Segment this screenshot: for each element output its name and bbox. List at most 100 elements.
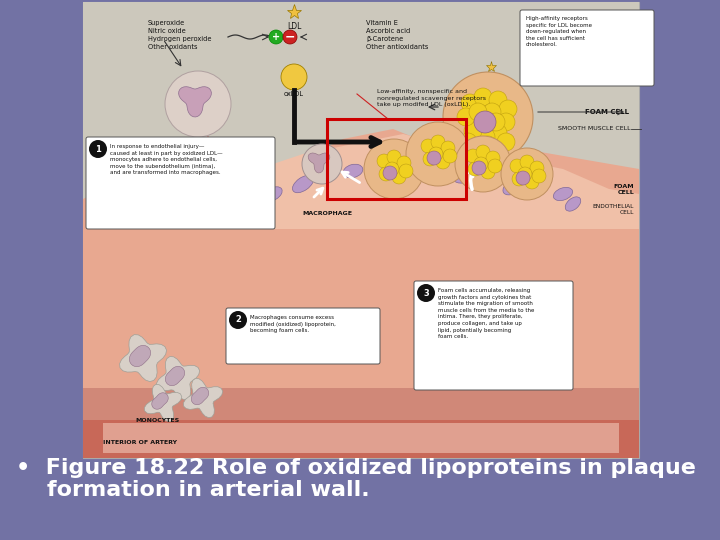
Text: oxLDL: oxLDL <box>284 91 304 97</box>
Circle shape <box>472 161 486 175</box>
Circle shape <box>487 113 505 131</box>
Text: Vitamin E
Ascorbic acid
β-Carotene
Other antioxidants: Vitamin E Ascorbic acid β-Carotene Other… <box>366 20 428 50</box>
Circle shape <box>466 149 480 163</box>
Circle shape <box>483 103 501 121</box>
Circle shape <box>488 159 502 173</box>
Circle shape <box>461 94 479 112</box>
Circle shape <box>532 169 546 183</box>
Circle shape <box>476 145 490 159</box>
Polygon shape <box>145 384 181 422</box>
Polygon shape <box>156 356 199 400</box>
Circle shape <box>474 157 488 171</box>
Text: Macrophages consume excess
modified (oxidized) lipoprotein,
becoming foam cells.: Macrophages consume excess modified (oxi… <box>250 315 336 333</box>
Polygon shape <box>179 87 212 117</box>
Circle shape <box>497 133 515 151</box>
Circle shape <box>516 171 530 185</box>
FancyBboxPatch shape <box>520 10 654 86</box>
Text: +: + <box>272 32 280 42</box>
Circle shape <box>387 150 401 164</box>
Circle shape <box>474 111 496 133</box>
Text: Foam cells accumulate, releasing
growth factors and cytokines that
stimulate the: Foam cells accumulate, releasing growth … <box>438 288 534 339</box>
Ellipse shape <box>453 171 473 183</box>
Text: •  Figure 18.22 Role of oxidized lipoproteins in plaque: • Figure 18.22 Role of oxidized lipoprot… <box>16 458 696 478</box>
Circle shape <box>423 152 437 166</box>
Text: INTERIOR OF ARTERY: INTERIOR OF ARTERY <box>103 440 177 445</box>
Text: Superoxide
Nitric oxide
Hydrogen peroxide
Other oxidants: Superoxide Nitric oxide Hydrogen peroxid… <box>148 20 212 50</box>
Circle shape <box>489 124 507 142</box>
Bar <box>83 2 639 458</box>
Circle shape <box>479 136 497 154</box>
Circle shape <box>443 72 533 162</box>
Ellipse shape <box>503 179 523 195</box>
Circle shape <box>392 170 406 184</box>
Circle shape <box>489 91 507 109</box>
Text: 3: 3 <box>423 288 429 298</box>
Polygon shape <box>143 134 639 229</box>
Circle shape <box>377 154 391 168</box>
Circle shape <box>429 147 443 161</box>
Ellipse shape <box>343 164 363 178</box>
Circle shape <box>397 156 411 170</box>
Circle shape <box>486 151 500 165</box>
Circle shape <box>436 155 450 169</box>
Circle shape <box>281 64 307 90</box>
Circle shape <box>269 30 283 44</box>
Circle shape <box>464 122 482 140</box>
Circle shape <box>443 149 457 163</box>
Text: EXTRACELLULAR
MATRIX: EXTRACELLULAR MATRIX <box>114 174 172 185</box>
Circle shape <box>165 71 231 137</box>
Polygon shape <box>184 379 222 418</box>
Circle shape <box>512 172 526 186</box>
Circle shape <box>385 162 399 176</box>
Text: FOAM CELL: FOAM CELL <box>585 109 629 115</box>
Text: MONOCYTES: MONOCYTES <box>136 418 180 423</box>
Text: High-affinity receptors
specific for LDL become
down-regulated when
the cell has: High-affinity receptors specific for LDL… <box>526 16 592 48</box>
Circle shape <box>383 166 397 180</box>
Ellipse shape <box>554 187 572 200</box>
Text: ENDOTHELIAL
CELL: ENDOTHELIAL CELL <box>593 204 634 215</box>
Circle shape <box>427 151 441 165</box>
Circle shape <box>459 133 477 151</box>
Text: 1: 1 <box>95 145 101 153</box>
Polygon shape <box>152 393 168 409</box>
Circle shape <box>421 139 435 153</box>
Text: FOAM
CELL: FOAM CELL <box>613 184 634 195</box>
Ellipse shape <box>292 176 313 193</box>
Polygon shape <box>166 366 184 386</box>
Circle shape <box>89 140 107 158</box>
Circle shape <box>399 164 413 178</box>
FancyBboxPatch shape <box>86 137 275 229</box>
Polygon shape <box>130 346 150 367</box>
FancyBboxPatch shape <box>414 281 573 390</box>
Circle shape <box>497 113 515 131</box>
Circle shape <box>417 284 435 302</box>
Polygon shape <box>83 129 639 388</box>
Circle shape <box>501 148 553 200</box>
Polygon shape <box>120 335 166 382</box>
Circle shape <box>431 135 445 149</box>
Text: MACROPHAGE: MACROPHAGE <box>302 211 352 216</box>
Circle shape <box>455 136 511 192</box>
Ellipse shape <box>228 197 248 212</box>
Circle shape <box>379 167 393 181</box>
Circle shape <box>530 161 544 175</box>
Text: 2: 2 <box>235 315 241 325</box>
Text: LDL: LDL <box>287 22 301 31</box>
Polygon shape <box>308 153 330 173</box>
Circle shape <box>525 175 539 189</box>
Text: formation in arterial wall.: formation in arterial wall. <box>16 480 369 500</box>
Circle shape <box>520 155 534 169</box>
Circle shape <box>474 88 492 106</box>
Bar <box>327 119 466 199</box>
Circle shape <box>364 139 424 199</box>
Text: Low-affinity, nonspecific and
nonregulated scavenger receptors
take up modifed L: Low-affinity, nonspecific and nonregulat… <box>377 89 486 107</box>
Circle shape <box>302 144 342 184</box>
Text: SMOOTH MUSCLE CELL: SMOOTH MUSCLE CELL <box>559 126 631 132</box>
Text: −: − <box>284 30 295 44</box>
Bar <box>103 423 619 453</box>
FancyBboxPatch shape <box>226 308 380 364</box>
Text: MACROPHAGE: MACROPHAGE <box>170 147 226 153</box>
Circle shape <box>441 141 455 155</box>
Circle shape <box>406 122 470 186</box>
Ellipse shape <box>193 207 213 221</box>
